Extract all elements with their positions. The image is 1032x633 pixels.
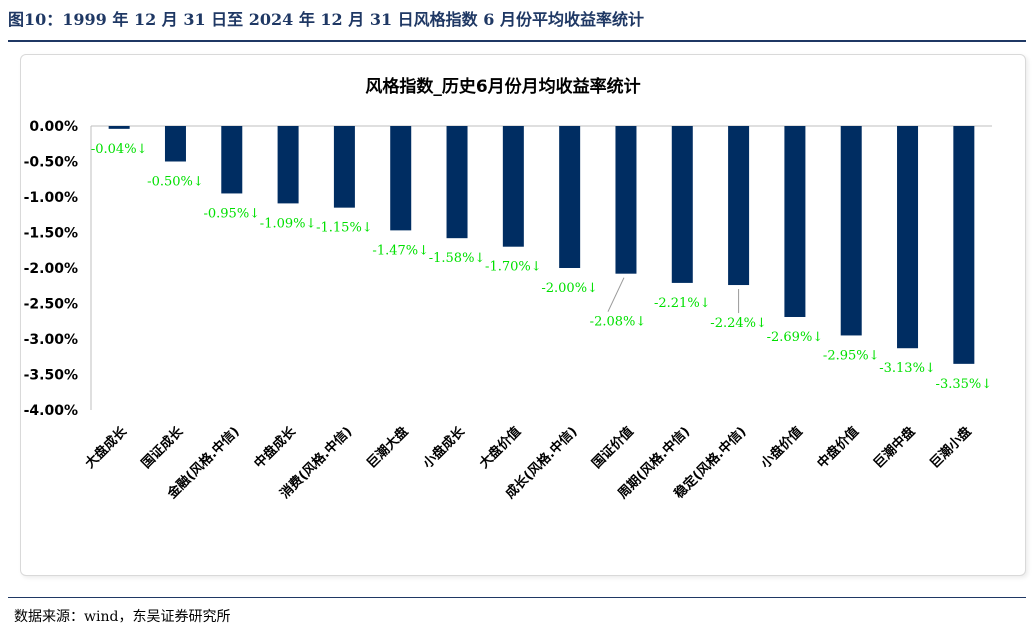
data-label: -1.47%↓ — [372, 243, 429, 258]
data-label: -1.58%↓ — [429, 251, 486, 266]
bottom-rule — [8, 597, 1026, 598]
y-tick-label: -4.00% — [24, 403, 78, 419]
bar — [502, 126, 524, 247]
data-label: -2.69%↓ — [767, 330, 824, 345]
y-tick-label: -1.00% — [24, 190, 78, 206]
bar — [390, 126, 412, 231]
data-label: -1.70%↓ — [485, 260, 542, 275]
data-label: -2.24%↓ — [710, 316, 767, 331]
data-label: -2.08%↓ — [590, 315, 647, 330]
y-tick-label: -2.50% — [24, 297, 78, 313]
x-tick-label: 国证价值 — [589, 424, 637, 472]
x-tick-label: 国证成长 — [138, 423, 187, 472]
bar — [221, 126, 243, 194]
top-rule — [8, 40, 1026, 42]
data-label: -0.95%↓ — [203, 206, 260, 221]
y-tick-label: -2.00% — [24, 261, 78, 277]
bar — [897, 126, 919, 349]
bar — [953, 126, 975, 364]
bar — [728, 126, 750, 286]
bar-chart: 风格指数_历史6月份月均收益率统计 0.00% -0.50% -1.00% -1.50… — [24, 76, 993, 503]
bar — [108, 126, 130, 129]
y-tick-label: -3.50% — [24, 368, 78, 384]
x-tick-label: 小盘成长 — [420, 423, 469, 472]
y-tick-label: 0.00% — [29, 119, 78, 135]
bar — [559, 126, 581, 268]
data-label: -2.95%↓ — [823, 348, 880, 363]
x-tick-label: 中盘价值 — [814, 424, 862, 472]
leader-line — [607, 277, 625, 312]
bar — [277, 126, 299, 204]
x-tick-label: 中盘成长 — [251, 423, 300, 472]
bar — [615, 126, 637, 274]
data-label: -0.50%↓ — [147, 175, 204, 190]
x-tick-label: 巨潮小盘 — [927, 424, 975, 472]
data-label: -1.15%↓ — [316, 221, 373, 236]
leader-lines — [607, 277, 740, 314]
x-tick-label: 大盘价值 — [476, 424, 524, 472]
data-label: -2.21%↓ — [654, 296, 711, 311]
bar — [164, 126, 186, 162]
x-tick-label: 巨潮大盘 — [363, 424, 411, 472]
bar — [333, 126, 355, 208]
data-label: -3.13%↓ — [879, 361, 936, 376]
y-tick-label: -3.00% — [24, 332, 78, 348]
data-label: -3.35%↓ — [936, 377, 993, 392]
bar — [671, 126, 693, 283]
data-labels: -0.04%↓ -0.50%↓ -0.95%↓-1.09%↓ -1.15%↓ -1.47… — [91, 142, 992, 392]
bar — [446, 126, 468, 239]
y-tick-label: -0.50% — [24, 155, 78, 171]
bar — [840, 126, 862, 336]
y-ticks: 0.00% -0.50% -1.00% -1.50% -2.00% -2.50% -3.00… — [24, 119, 78, 419]
figure-title: 图10：1999 年 12 月 31 日至 2024 年 12 月 31 日风格… — [8, 10, 644, 29]
data-label: -0.04%↓ — [91, 142, 148, 157]
data-label: -2.00%↓ — [541, 281, 598, 296]
source-note: 数据来源：wind，东吴证券研究所 — [14, 609, 231, 625]
bar — [784, 126, 806, 317]
x-tick-label: 小盘价值 — [758, 424, 806, 472]
y-tick-label: -1.50% — [24, 226, 78, 242]
data-label: -1.09%↓ — [260, 216, 317, 231]
x-tick-label: 大盘成长 — [82, 423, 131, 472]
bars — [108, 126, 975, 364]
chart-title: 风格指数_历史6月份月均收益率统计 — [365, 76, 640, 97]
x-tick-label: 巨潮中盘 — [870, 424, 918, 472]
